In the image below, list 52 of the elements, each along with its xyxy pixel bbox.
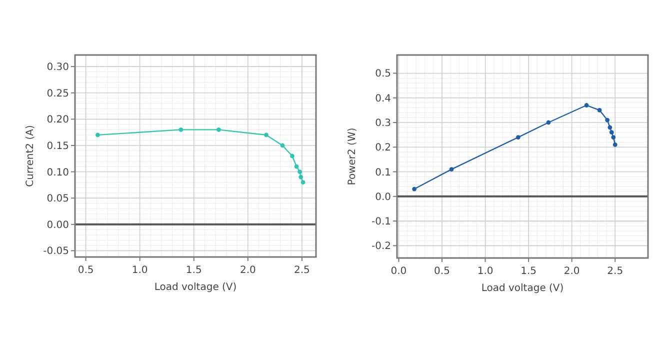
point (605, 118, 610, 122)
x-tick-label: 2.0 (240, 265, 256, 276)
point (597, 108, 602, 112)
y-tick-label: -0.2 (371, 241, 391, 252)
x-axis-title: Load voltage (V) (481, 283, 564, 294)
x-tick-label: 2.0 (564, 266, 580, 277)
point (95, 132, 100, 138)
y-tick-label: 0.20 (46, 114, 69, 126)
point (584, 103, 589, 108)
point (290, 154, 294, 158)
y-tick-label: -0.1 (371, 216, 391, 228)
x-axis-title: Load voltage (V) (154, 282, 237, 293)
y-tick-label: 0.30 (46, 62, 69, 74)
y-tick-label: 0.2 (375, 142, 391, 154)
point (546, 120, 551, 125)
y-tick-label: 0.00 (46, 220, 69, 231)
point (611, 135, 616, 140)
y-tick-label: 0.1 (375, 167, 391, 178)
x-tick-label: 1.5 (186, 265, 202, 276)
x-tick-label: 2.5 (294, 265, 310, 276)
y-tick-label: 0.0 (375, 192, 391, 203)
x-tick-label: 1.0 (132, 265, 148, 276)
point (412, 186, 417, 192)
point (608, 125, 612, 130)
x-tick-label: 0.5 (78, 265, 94, 276)
x-tick-label: 2.5 (607, 266, 624, 277)
point (298, 174, 304, 180)
point (178, 128, 184, 132)
point (294, 164, 299, 169)
y-tick-label: 0.15 (46, 140, 69, 152)
x-tick-label: 1.5 (520, 266, 537, 277)
y-tick-label: 0.25 (46, 88, 69, 100)
x-tick-label: 1.0 (477, 266, 494, 277)
y-tick-label: 0.3 (375, 118, 391, 129)
point (216, 128, 221, 132)
x-tick-label: 0.5 (434, 266, 450, 277)
y-tick-label: -0.05 (43, 246, 69, 258)
y-tick-label: 0.10 (46, 167, 69, 178)
point (516, 135, 520, 140)
y-tick-label: 0.4 (375, 93, 391, 104)
point (280, 143, 285, 148)
y-tick-label: 0.05 (46, 194, 69, 205)
point (609, 130, 614, 135)
point (612, 142, 618, 147)
y-tick-label: 0.5 (375, 68, 391, 80)
point (264, 132, 268, 138)
x-tick-label: 0.0 (390, 266, 407, 277)
point (449, 167, 454, 172)
point (298, 170, 302, 174)
y-axis-title: Current2 (A) (25, 125, 36, 187)
y-axis-title: Power2 (W) (347, 128, 358, 186)
point (300, 180, 306, 184)
